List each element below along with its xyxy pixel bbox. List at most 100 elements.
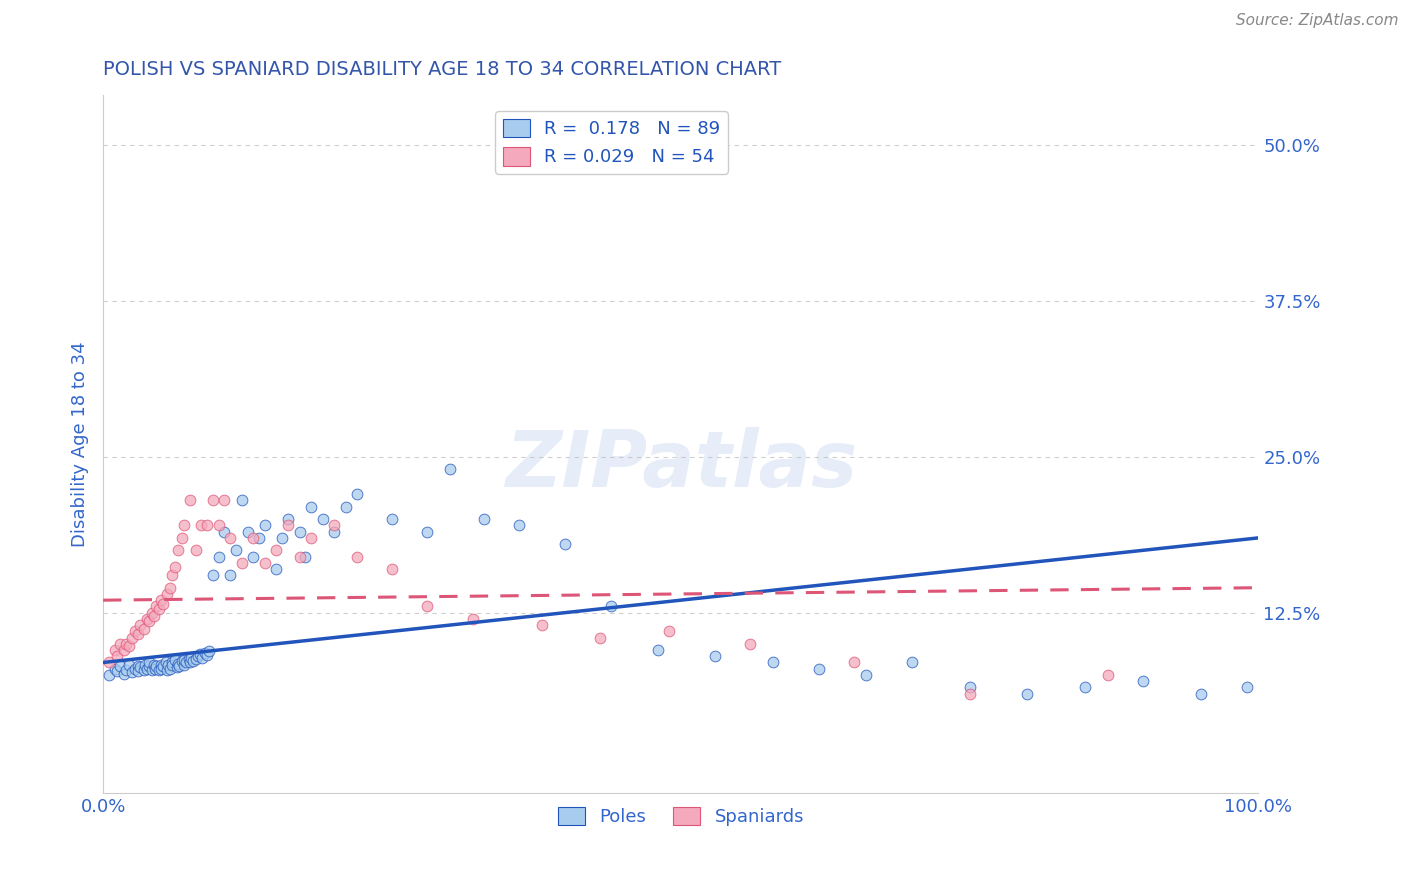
Point	[277, 518, 299, 533]
Point	[266, 543, 288, 558]
Point	[115, 663, 138, 677]
Point	[415, 524, 437, 539]
Point	[195, 648, 218, 662]
Point	[311, 512, 333, 526]
Point	[97, 668, 120, 682]
Point	[110, 659, 132, 673]
Point	[180, 650, 202, 665]
Point	[842, 656, 865, 670]
Point	[808, 662, 831, 676]
Point	[167, 657, 190, 671]
Point	[104, 662, 127, 676]
Y-axis label: Disability Age 18 to 34: Disability Age 18 to 34	[72, 342, 89, 547]
Point	[231, 556, 253, 570]
Point	[173, 518, 195, 533]
Point	[236, 524, 259, 539]
Point	[115, 637, 138, 651]
Point	[461, 612, 484, 626]
Point	[176, 656, 198, 670]
Point	[179, 656, 201, 670]
Point	[208, 518, 231, 533]
Point	[959, 681, 981, 695]
Point	[152, 597, 174, 611]
Point	[149, 593, 172, 607]
Point	[152, 659, 174, 673]
Point	[208, 549, 231, 564]
Point	[156, 657, 179, 672]
Point	[149, 662, 172, 676]
Point	[110, 637, 132, 651]
Point	[647, 643, 669, 657]
Point	[191, 650, 214, 665]
Point	[253, 518, 276, 533]
Point	[127, 627, 149, 641]
Point	[169, 659, 191, 673]
Point	[508, 518, 530, 533]
Point	[187, 649, 209, 664]
Point	[145, 599, 167, 614]
Point	[1017, 687, 1039, 701]
Point	[214, 493, 236, 508]
Point	[143, 657, 166, 672]
Point	[121, 665, 143, 680]
Point	[474, 512, 496, 526]
Point	[124, 662, 146, 676]
Point	[231, 493, 253, 508]
Point	[129, 618, 152, 632]
Point	[156, 663, 179, 677]
Point	[323, 524, 346, 539]
Point	[531, 618, 554, 632]
Point	[198, 644, 221, 658]
Point	[271, 531, 294, 545]
Point	[253, 556, 276, 570]
Point	[173, 653, 195, 667]
Point	[855, 668, 877, 682]
Point	[1132, 674, 1154, 689]
Point	[162, 657, 184, 672]
Point	[105, 664, 128, 678]
Point	[132, 663, 155, 677]
Point	[138, 656, 160, 670]
Point	[190, 518, 212, 533]
Point	[299, 500, 322, 514]
Point	[299, 531, 322, 545]
Text: ZIPatlas: ZIPatlas	[505, 427, 856, 503]
Point	[141, 606, 163, 620]
Point	[173, 657, 195, 672]
Point	[177, 652, 200, 666]
Point	[219, 568, 242, 582]
Point	[381, 562, 404, 576]
Point	[554, 537, 576, 551]
Point	[1097, 668, 1119, 682]
Point	[167, 543, 190, 558]
Point	[127, 664, 149, 678]
Point	[225, 543, 247, 558]
Point	[1074, 681, 1097, 695]
Point	[762, 656, 785, 670]
Point	[1236, 681, 1258, 695]
Point	[589, 631, 612, 645]
Point	[214, 524, 236, 539]
Point	[117, 657, 139, 672]
Text: POLISH VS SPANIARD DISABILITY AGE 18 TO 34 CORRELATION CHART: POLISH VS SPANIARD DISABILITY AGE 18 TO …	[103, 60, 782, 78]
Point	[149, 657, 172, 672]
Point	[105, 649, 128, 664]
Point	[1189, 687, 1212, 701]
Point	[166, 660, 188, 674]
Point	[159, 662, 181, 676]
Point	[159, 581, 181, 595]
Point	[136, 612, 159, 626]
Point	[184, 652, 207, 666]
Point	[134, 657, 156, 672]
Point	[179, 493, 201, 508]
Point	[288, 549, 311, 564]
Point	[124, 624, 146, 639]
Point	[132, 622, 155, 636]
Point	[138, 659, 160, 673]
Point	[97, 656, 120, 670]
Point	[288, 524, 311, 539]
Point	[163, 653, 186, 667]
Text: Source: ZipAtlas.com: Source: ZipAtlas.com	[1236, 13, 1399, 29]
Point	[170, 531, 193, 545]
Point	[170, 654, 193, 668]
